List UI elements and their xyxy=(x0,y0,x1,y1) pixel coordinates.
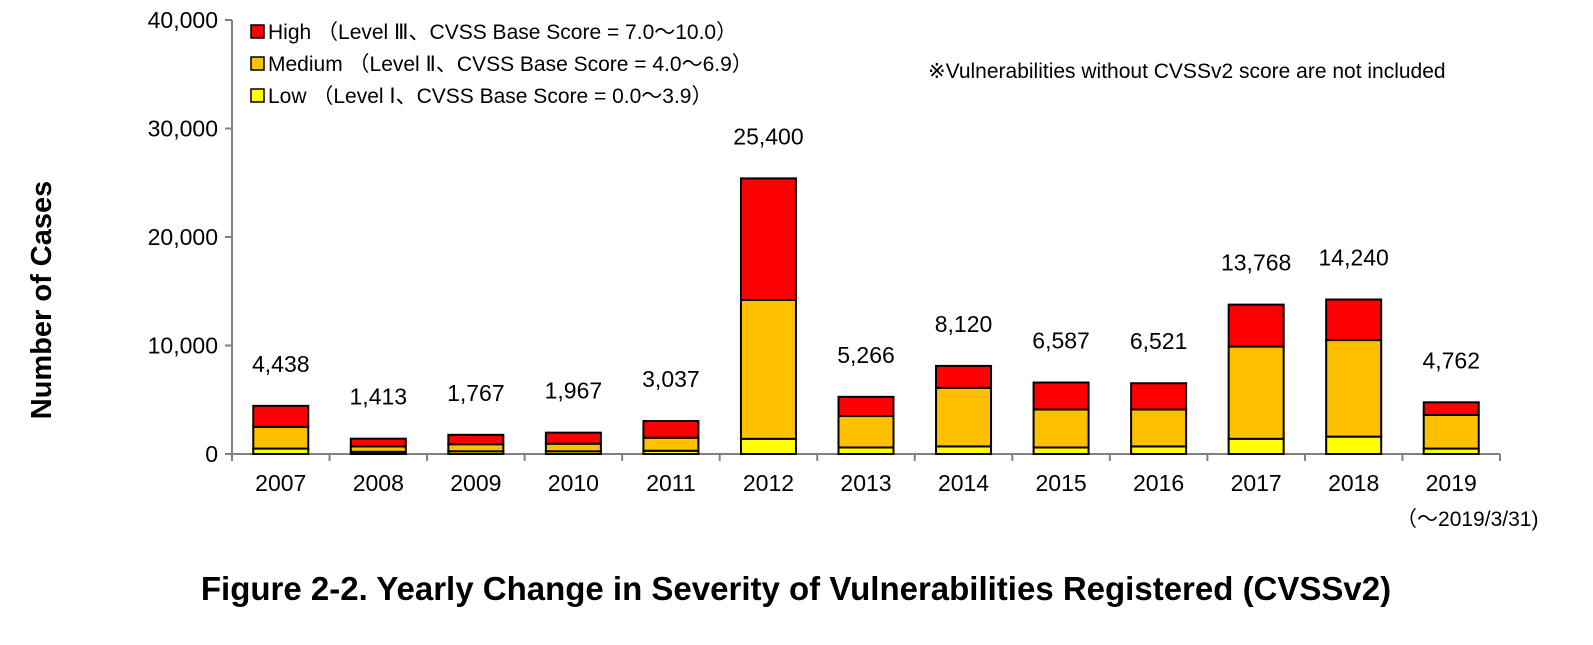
legend-label: High （Level Ⅲ、CVSS Base Score = 7.0〜10.0… xyxy=(268,21,737,44)
bar-segment xyxy=(1227,345,1285,440)
y-tick-label: 30,000 xyxy=(148,116,218,142)
x-tick-label: 2018 xyxy=(1328,470,1379,496)
total-label: 13,768 xyxy=(1221,250,1291,276)
x-tick-label: 2013 xyxy=(840,470,891,496)
total-label: 8,120 xyxy=(935,311,993,337)
total-label: 6,521 xyxy=(1130,328,1188,354)
bar-segment xyxy=(1130,445,1188,455)
bar-segment xyxy=(739,437,797,455)
legend-swatch xyxy=(250,56,265,71)
bar-segment xyxy=(1325,339,1383,438)
bar-segment xyxy=(739,177,797,301)
bar-segment xyxy=(252,404,310,428)
total-label: 5,266 xyxy=(837,342,895,368)
total-label: 1,767 xyxy=(447,380,505,406)
y-axis-title: Number of Cases xyxy=(26,181,58,420)
total-label: 1,967 xyxy=(545,378,603,404)
legend-label: Medium （Level Ⅱ、CVSS Base Score = 4.0〜6.… xyxy=(268,53,753,76)
x-tick-label: 2017 xyxy=(1231,470,1282,496)
y-tick-label: 40,000 xyxy=(148,7,218,33)
bar-segment xyxy=(935,386,993,448)
x-tick-label: 2007 xyxy=(255,470,306,496)
y-tick-label: 0 xyxy=(205,441,218,467)
x-tick-label: 2016 xyxy=(1133,470,1184,496)
total-label: 1,413 xyxy=(350,384,408,410)
total-label: 6,587 xyxy=(1032,328,1090,354)
data-labels: 4,438 1,413 1,767 1,967 3,037 25,400 5,266 8,12… xyxy=(252,123,1480,409)
bar-segment xyxy=(642,420,700,439)
bar-segment xyxy=(447,433,505,446)
legend: High （Level Ⅲ、CVSS Base Score = 7.0〜10.0… xyxy=(250,21,753,108)
x-tick-label: 2012 xyxy=(743,470,794,496)
bar-segment xyxy=(1325,298,1383,342)
x-tick-sublabel: （〜2019/3/31) xyxy=(1396,508,1538,531)
bar-segment xyxy=(544,442,602,453)
total-label: 25,400 xyxy=(733,123,803,149)
x-tick-label: 2008 xyxy=(353,470,404,496)
x-tick-label: 2014 xyxy=(938,470,989,496)
bar-segment xyxy=(739,298,797,440)
y-ticks: 0 10,000 20,000 30,000 40,000 xyxy=(148,7,232,467)
bar-segment xyxy=(1422,401,1480,416)
bar-segment xyxy=(1325,435,1383,456)
legend-swatch xyxy=(250,24,265,39)
bar-segment xyxy=(1032,381,1090,411)
x-tick-label: 2009 xyxy=(450,470,501,496)
bar-segment xyxy=(837,415,895,449)
x-tick-label: 2011 xyxy=(646,470,695,496)
bar-segment xyxy=(935,445,993,455)
x-tick-label: 2010 xyxy=(548,470,599,496)
bar-segment xyxy=(1130,382,1188,411)
total-label: 4,438 xyxy=(252,351,310,377)
bar-segment xyxy=(1227,303,1285,348)
bar-segment xyxy=(252,425,310,450)
bar-segment xyxy=(447,443,505,453)
bar-segment xyxy=(935,364,993,389)
bar-segment xyxy=(349,437,407,448)
bar-segment xyxy=(1130,408,1188,448)
x-tick-label: 2015 xyxy=(1035,470,1086,496)
x-ticks: 2007 2008 2009 2010 2011 2012 2013 2014 2015 2016… xyxy=(255,470,1538,531)
total-label: 4,762 xyxy=(1422,347,1480,373)
bar-segment xyxy=(1422,413,1480,450)
figure-caption: Figure 2-2. Yearly Change in Severity of… xyxy=(201,570,1391,607)
bar-segment xyxy=(1032,408,1090,449)
x-tick-label: 2019 xyxy=(1426,470,1477,496)
bars xyxy=(252,177,1480,456)
bar-segment xyxy=(544,431,602,445)
bar-segment xyxy=(642,436,700,452)
legend-label: Low （Level Ⅰ、CVSS Base Score = 0.0〜3.9） xyxy=(268,85,713,108)
note-annotation: ※Vulnerabilities without CVSSv2 score ar… xyxy=(928,60,1446,83)
bar-segment xyxy=(1227,437,1285,455)
y-tick-label: 10,000 xyxy=(148,333,218,359)
total-label: 3,037 xyxy=(642,366,700,392)
total-label: 14,240 xyxy=(1319,244,1389,270)
legend-swatch xyxy=(250,88,265,103)
y-tick-label: 20,000 xyxy=(148,224,218,250)
bar-segment xyxy=(837,395,895,418)
